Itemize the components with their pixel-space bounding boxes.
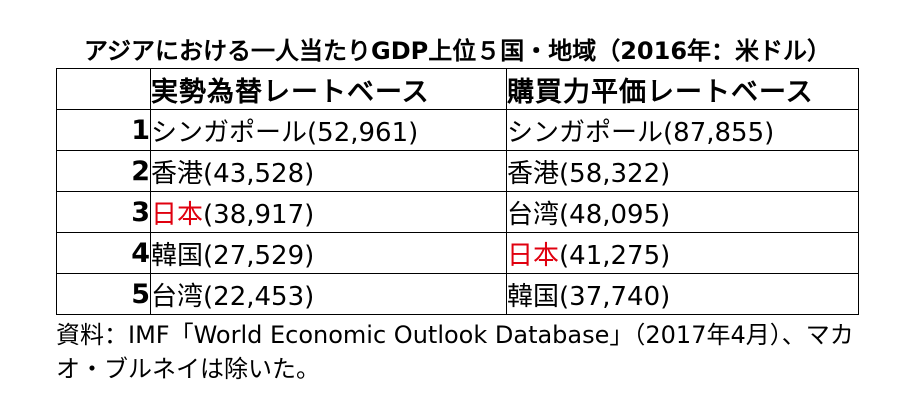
gdp-value: (22,453) [203,281,315,312]
country-name-highlighted: 日本 [151,199,204,230]
market-cell: 韓国(27,529) [150,232,507,274]
gdp-value: (37,740) [559,281,671,312]
market-cell: 香港(43,528) [150,150,507,192]
table-row: 1 シンガポール(52,961) シンガポール(87,855) [56,109,859,151]
market-cell: 台湾(22,453) [150,273,507,315]
country-name: シンガポール [151,117,308,148]
table-row: 4 韓国(27,529) 日本(41,275) [56,232,859,274]
country-name: 台湾 [151,281,204,312]
rank-cell: 2 [56,150,151,192]
source-note: 資料：IMF「World Economic Outlook Database」（… [56,321,854,383]
gdp-ranking-table: 実勢為替レートベース 購買力平価レートベース 1 シンガポール(52,961) … [56,68,859,315]
market-cell: シンガポール(52,961) [150,109,507,151]
ppp-cell: 韓国(37,740) [506,273,859,315]
rank-cell: 4 [56,232,151,274]
gdp-value: (27,529) [203,240,315,271]
header-row: 実勢為替レートベース 購買力平価レートベース [56,68,859,110]
gdp-value: (38,917) [203,199,315,230]
country-name: 台湾 [507,199,560,230]
country-name: 香港 [151,158,204,189]
rank-cell: 5 [56,273,151,315]
table-row: 5 台湾(22,453) 韓国(37,740) [56,273,859,315]
header-rank [56,68,151,110]
table-row: 2 香港(43,528) 香港(58,322) [56,150,859,192]
gdp-value: (58,322) [559,158,671,189]
header-market-rate: 実勢為替レートベース [150,68,507,110]
gdp-value: (52,961) [307,117,419,148]
country-name: 香港 [507,158,560,189]
market-cell: 日本(38,917) [150,191,507,233]
table-row: 3 日本(38,917) 台湾(48,095) [56,191,859,233]
rank-cell: 1 [56,109,151,151]
country-name: シンガポール [507,117,664,148]
ppp-cell: 日本(41,275) [506,232,859,274]
country-name: 韓国 [151,240,204,271]
ppp-cell: 台湾(48,095) [506,191,859,233]
header-ppp-rate: 購買力平価レートベース [506,68,859,110]
gdp-value: (41,275) [559,240,671,271]
ppp-cell: シンガポール(87,855) [506,109,859,151]
table-title: アジアにおける一人当たりGDP上位５国・地域（2016年：米ドル） [83,37,832,65]
gdp-value: (48,095) [559,199,671,230]
country-name: 韓国 [507,281,560,312]
ppp-cell: 香港(58,322) [506,150,859,192]
gdp-value: (43,528) [203,158,315,189]
gdp-value: (87,855) [663,117,775,148]
rank-cell: 3 [56,191,151,233]
country-name-highlighted: 日本 [507,240,560,271]
